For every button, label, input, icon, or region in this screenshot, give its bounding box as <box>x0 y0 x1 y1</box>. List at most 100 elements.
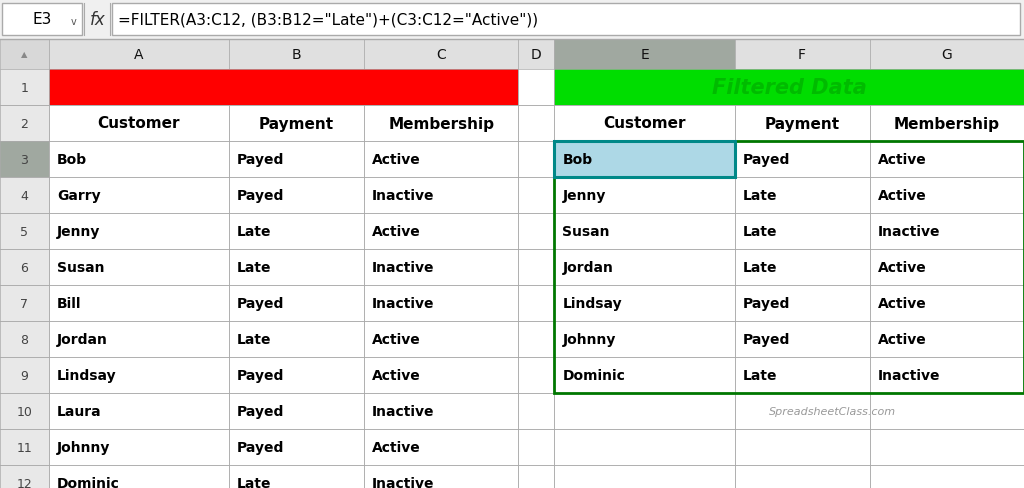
Text: Inactive: Inactive <box>372 404 434 418</box>
Bar <box>0 0 1024 40</box>
Text: 10: 10 <box>16 405 33 418</box>
Bar <box>734 321 869 357</box>
Bar <box>365 321 518 357</box>
Bar <box>734 393 869 429</box>
Text: Payed: Payed <box>742 296 790 310</box>
Bar <box>734 178 869 214</box>
Text: Active: Active <box>878 189 927 203</box>
Bar <box>49 106 229 142</box>
Bar <box>0 142 49 178</box>
Bar <box>869 465 1024 488</box>
Text: Bob: Bob <box>562 153 593 167</box>
Bar <box>49 142 229 178</box>
Bar <box>518 393 554 429</box>
Text: Jordan: Jordan <box>57 332 108 346</box>
Text: Unfiltered Data: Unfiltered Data <box>193 78 375 98</box>
Bar <box>365 393 518 429</box>
Text: Active: Active <box>878 296 927 310</box>
Text: Payment: Payment <box>765 116 840 131</box>
Bar <box>734 429 869 465</box>
Bar <box>734 214 869 249</box>
Text: Garry: Garry <box>57 189 100 203</box>
Text: Payed: Payed <box>742 332 790 346</box>
Text: Lindsay: Lindsay <box>57 368 117 382</box>
Bar <box>229 142 365 178</box>
Text: Inactive: Inactive <box>372 261 434 274</box>
Text: Lindsay: Lindsay <box>562 296 622 310</box>
Bar <box>518 70 554 106</box>
Text: E: E <box>640 48 649 62</box>
Bar <box>869 178 1024 214</box>
Text: Bill: Bill <box>57 296 81 310</box>
Bar <box>869 40 1024 70</box>
Bar <box>554 70 1024 106</box>
Bar <box>554 249 734 285</box>
Bar <box>734 40 869 70</box>
Bar <box>554 321 734 357</box>
Text: Payed: Payed <box>237 440 285 454</box>
Bar <box>365 249 518 285</box>
Bar <box>518 429 554 465</box>
Bar <box>365 40 518 70</box>
Bar <box>365 465 518 488</box>
Text: Active: Active <box>878 332 927 346</box>
Text: Active: Active <box>372 153 421 167</box>
Text: Late: Late <box>237 261 271 274</box>
Bar <box>869 142 1024 178</box>
Text: Payed: Payed <box>237 296 285 310</box>
Bar <box>49 357 229 393</box>
Bar <box>2 4 82 36</box>
Bar <box>49 429 229 465</box>
Text: Bob: Bob <box>57 153 87 167</box>
Text: Jenny: Jenny <box>57 224 100 239</box>
Bar <box>365 142 518 178</box>
Bar <box>869 285 1024 321</box>
Bar <box>554 429 734 465</box>
Bar <box>0 429 49 465</box>
Text: =FILTER(A3:C12, (B3:B12="Late")+(C3:C12="Active")): =FILTER(A3:C12, (B3:B12="Late")+(C3:C12=… <box>118 13 539 27</box>
Text: Active: Active <box>878 153 927 167</box>
Bar <box>49 249 229 285</box>
Bar <box>0 285 49 321</box>
Bar <box>229 429 365 465</box>
Text: Customer: Customer <box>603 116 686 131</box>
Bar <box>734 285 869 321</box>
Bar <box>0 393 49 429</box>
Bar <box>229 214 365 249</box>
Text: Jenny: Jenny <box>562 189 606 203</box>
Text: 1: 1 <box>20 81 29 94</box>
Text: Dominic: Dominic <box>562 368 626 382</box>
Text: Late: Late <box>742 368 777 382</box>
Text: Active: Active <box>372 440 421 454</box>
Text: G: G <box>941 48 952 62</box>
Bar <box>0 106 49 142</box>
Text: Filtered Data: Filtered Data <box>712 78 866 98</box>
Bar <box>554 40 734 70</box>
Bar <box>734 357 869 393</box>
Bar <box>518 465 554 488</box>
Text: Inactive: Inactive <box>878 368 940 382</box>
Text: A: A <box>134 48 143 62</box>
Bar <box>0 178 49 214</box>
Text: Susan: Susan <box>57 261 104 274</box>
Text: F: F <box>798 48 806 62</box>
Bar <box>49 285 229 321</box>
Text: Inactive: Inactive <box>372 476 434 488</box>
Bar <box>518 178 554 214</box>
Bar <box>869 429 1024 465</box>
Bar <box>869 321 1024 357</box>
Bar <box>365 106 518 142</box>
Text: Payment: Payment <box>259 116 334 131</box>
Text: Active: Active <box>878 261 927 274</box>
Bar <box>365 178 518 214</box>
Bar <box>554 106 734 142</box>
Text: 8: 8 <box>20 333 29 346</box>
Bar <box>554 142 734 178</box>
Text: Jordan: Jordan <box>562 261 613 274</box>
Bar <box>554 465 734 488</box>
Bar <box>734 106 869 142</box>
Text: 12: 12 <box>16 476 33 488</box>
Bar <box>229 106 365 142</box>
Bar <box>229 249 365 285</box>
Bar <box>554 285 734 321</box>
